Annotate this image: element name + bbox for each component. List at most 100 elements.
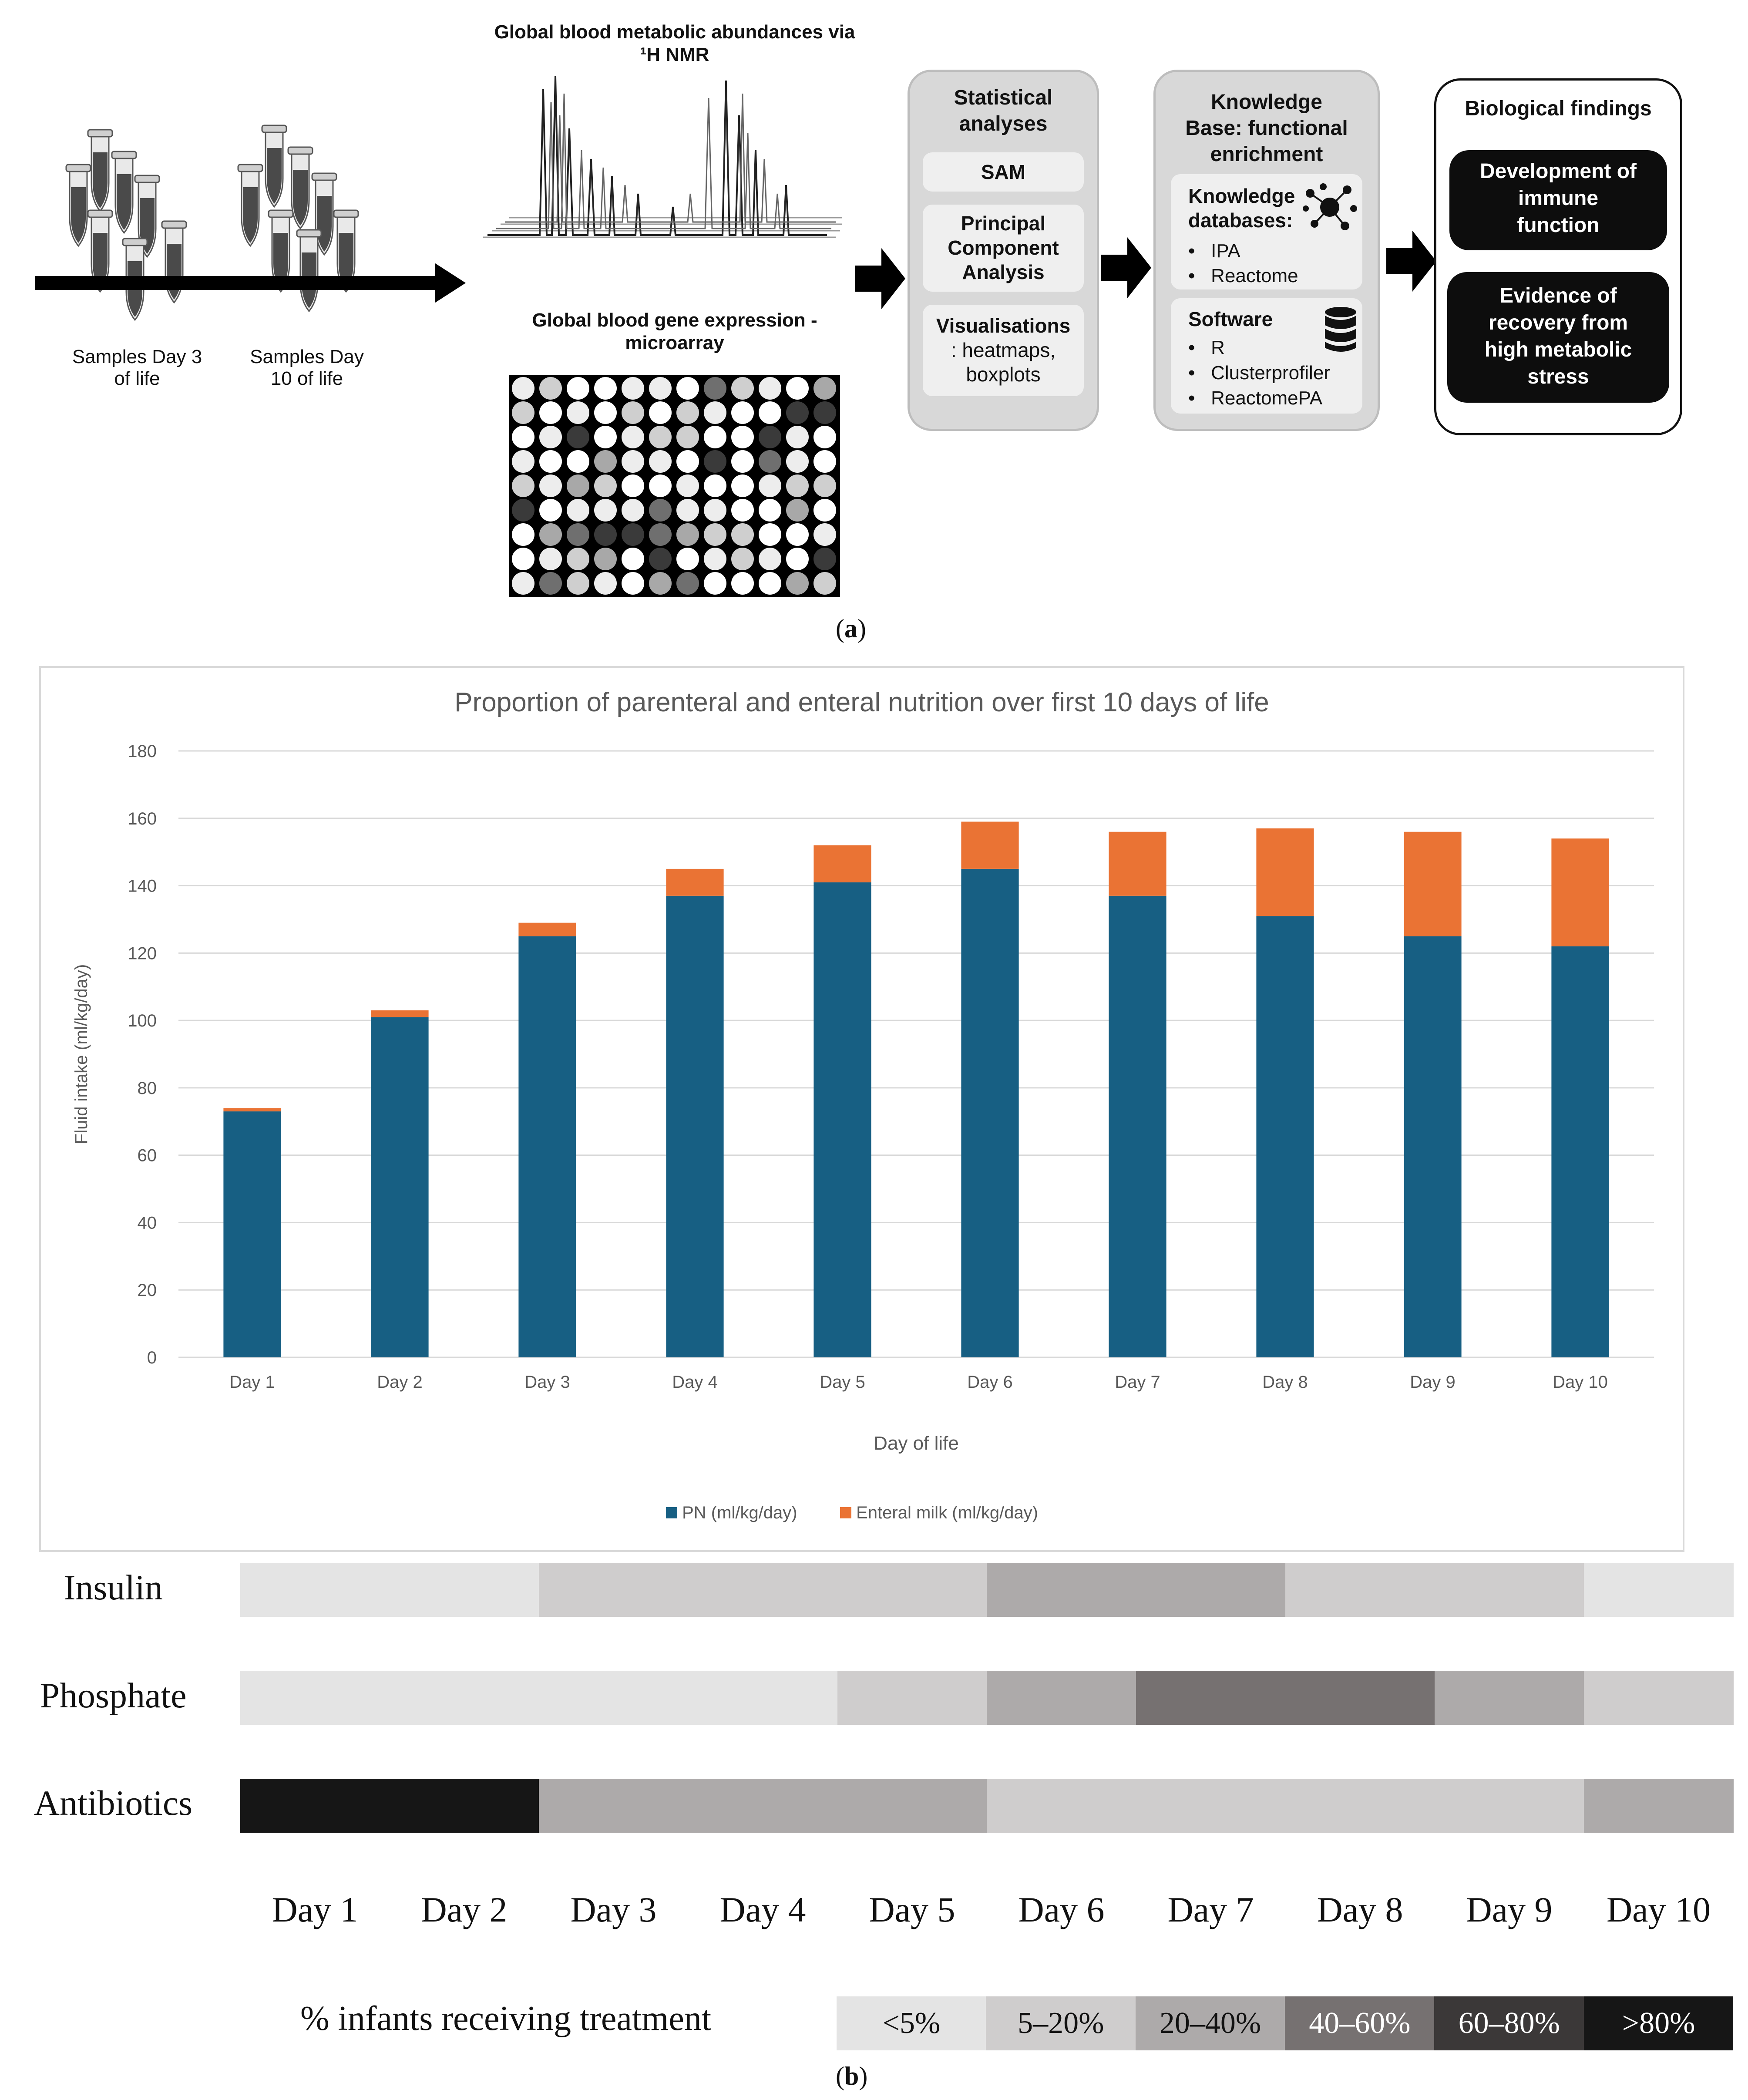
microarray-spot (622, 548, 644, 570)
treatment-legend-title: % infants receiving treatment (300, 1999, 712, 2038)
microarray-spot (786, 475, 809, 497)
visualisations-item: Visualisations : heatmaps, boxplots (923, 305, 1084, 396)
x-tick-label: Day 6 (967, 1373, 1013, 1392)
treatment-legend: <5% 5–20% 20–40% 40–60% 60–80% >80% (837, 1996, 1734, 2050)
x-tick-label: Day 2 (377, 1373, 423, 1392)
legend-pn: PN (ml/kg/day) (666, 1503, 797, 1523)
microarray-spot (676, 523, 699, 546)
microarray-spot (676, 426, 699, 448)
y-tick-label: 140 (128, 877, 157, 896)
treatment-cell (987, 1563, 1136, 1617)
treatment-cell (1136, 1563, 1286, 1617)
db-item-ipa: • IPA (1188, 240, 1240, 262)
microarray-spot (704, 401, 726, 424)
microarray-spot (567, 572, 589, 595)
treatment-legend-cell: 5–20% (986, 1996, 1136, 2050)
bar-enteral (1109, 831, 1166, 896)
treatment-cell (539, 1779, 689, 1833)
legend-swatch-enteral (840, 1507, 851, 1518)
microarray-spot (567, 426, 589, 448)
bar-pn (1404, 936, 1462, 1357)
bar-pn (666, 895, 724, 1357)
microarray-spot (512, 548, 534, 570)
treatment-cell (987, 1671, 1136, 1725)
treatment-cell (688, 1563, 838, 1617)
microarray-spot (676, 499, 699, 522)
day-label: Day 8 (1317, 1890, 1403, 1929)
microarray-spot (704, 450, 726, 473)
treatment-cell (837, 1779, 987, 1833)
microarray-spot (567, 499, 589, 522)
microarray-spot (813, 548, 836, 570)
bar-pn (1551, 946, 1609, 1357)
treatment-legend-cell: 60–80% (1434, 1996, 1584, 2050)
microarray-spot (567, 377, 589, 400)
treatment-cell (688, 1671, 838, 1725)
visualisations-detail: : heatmaps, boxplots (951, 339, 1056, 386)
microarray-title: Global blood gene expression - microarra… (532, 310, 817, 353)
treatment-cell (240, 1779, 390, 1833)
nmr-spectrum-illustration (483, 76, 842, 238)
bar-enteral (1404, 831, 1462, 936)
microarray-spot (731, 475, 754, 497)
microarray-spot (622, 401, 644, 424)
microarray-spot (649, 426, 672, 448)
row-label-phosphate: Phosphate (40, 1676, 187, 1715)
microarray-spot (731, 548, 754, 570)
microarray-spot (676, 450, 699, 473)
legend-label-enteral: Enteral milk (ml/kg/day) (856, 1503, 1038, 1522)
y-tick-label: 180 (128, 742, 157, 761)
legend-enteral: Enteral milk (ml/kg/day) (840, 1503, 1038, 1523)
finding-immune-function: Development of immune function (1449, 150, 1667, 250)
caption-a: (a) (836, 614, 866, 643)
day-label: Day 7 (1167, 1890, 1254, 1929)
microarray-spot (704, 499, 726, 522)
bar-enteral (518, 922, 576, 936)
knowledge-base-title: Knowledge Base: functional enrichment (1185, 91, 1348, 166)
bar-enteral (223, 1108, 281, 1112)
microarray-spot (813, 523, 836, 546)
bar-pn (518, 936, 576, 1357)
sample-tubes-illustration (65, 125, 359, 321)
microarray-spot (759, 450, 781, 473)
microarray-spot (704, 523, 726, 546)
microarray-spot (539, 548, 562, 570)
microarray-spot (813, 475, 836, 497)
microarray-spot (759, 401, 781, 424)
treatment-legend-cell: >80% (1583, 1996, 1734, 2050)
row-label-antibiotics: Antibiotics (34, 1783, 193, 1823)
treatment-cell (1435, 1779, 1584, 1833)
day-label: Day 1 (272, 1890, 358, 1929)
network-icon (1303, 183, 1357, 230)
treatment-cell (240, 1563, 390, 1617)
microarray-spot (567, 450, 589, 473)
x-axis-label: Day of life (874, 1433, 959, 1454)
microarray-spot (622, 475, 644, 497)
flow-arrow-2 (1101, 237, 1151, 298)
day-label: Day 10 (1606, 1890, 1711, 1929)
database-icon (1325, 307, 1356, 352)
day-label: Day 3 (570, 1890, 657, 1929)
sw-item-r: • R (1188, 337, 1225, 358)
strip-antibiotics (240, 1779, 1734, 1833)
x-tick-label: Day 5 (820, 1373, 865, 1392)
microarray-spot (512, 426, 534, 448)
sw-item-reactomepa-text: ReactomePA (1211, 387, 1323, 409)
y-tick-label: 160 (128, 809, 157, 828)
microarray-spot (512, 377, 534, 400)
microarray-spot (649, 499, 672, 522)
microarray-spot (649, 548, 672, 570)
microarray-spot (786, 523, 809, 546)
day-label: Day 2 (421, 1890, 508, 1929)
caption-a-letter: a (844, 614, 857, 643)
treatment-cell (1584, 1563, 1734, 1617)
microarray-spot (649, 572, 672, 595)
microarray-spot (539, 401, 562, 424)
microarray-spot (594, 426, 617, 448)
microarray-spot (759, 523, 781, 546)
microarray-spot (786, 548, 809, 570)
microarray-spot (676, 475, 699, 497)
microarray-spot (512, 523, 534, 546)
microarray-spot (813, 377, 836, 400)
y-tick-label: 120 (128, 944, 157, 963)
